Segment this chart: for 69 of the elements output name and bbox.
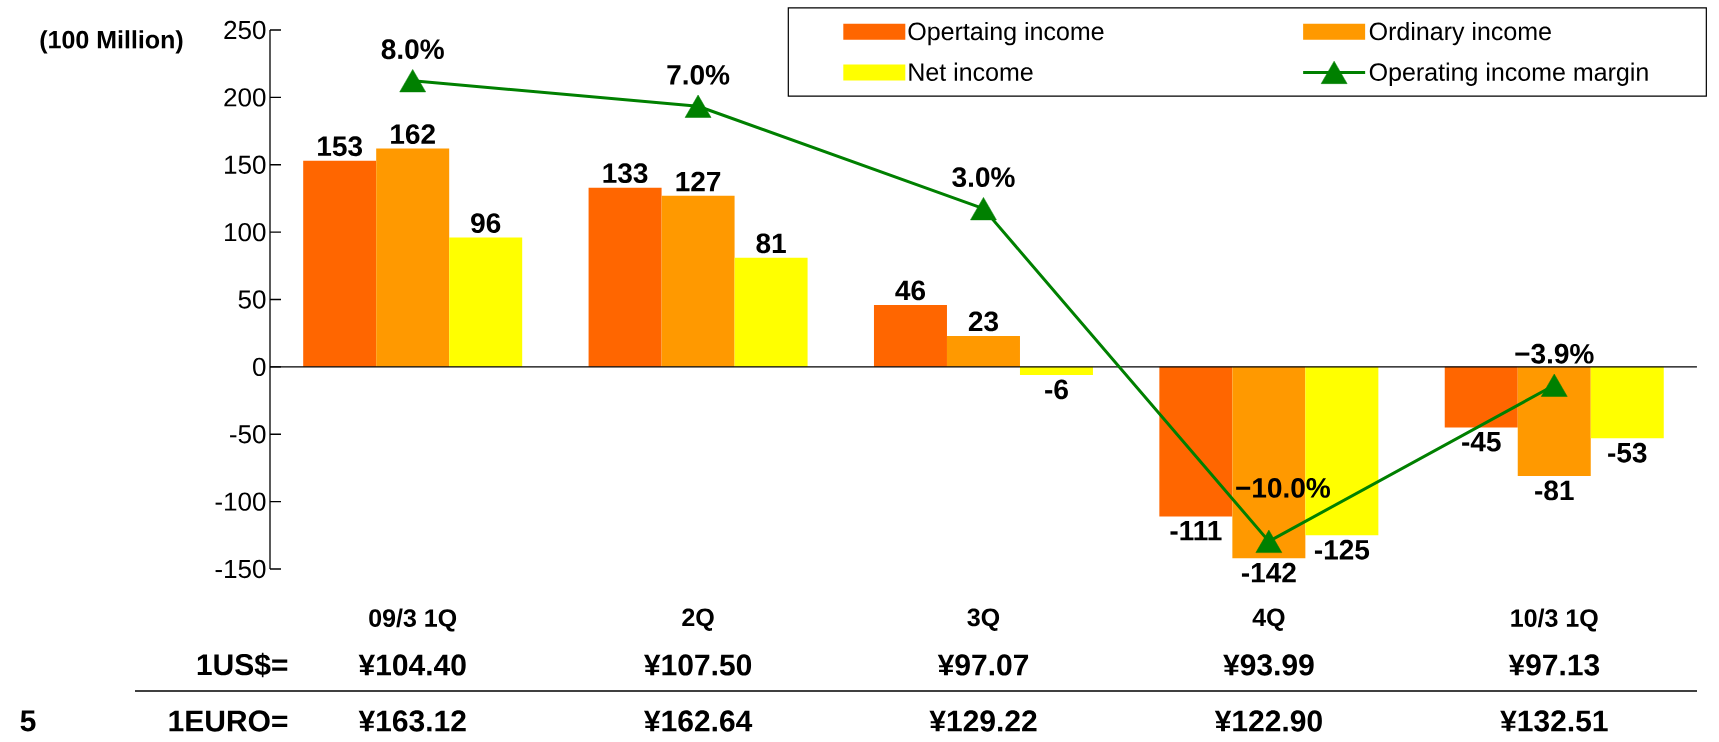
data-label: 96	[471, 213, 501, 233]
data-label: -45	[1462, 432, 1501, 452]
data-label: 23	[968, 311, 999, 332]
bar	[873, 304, 947, 367]
data-label: 162	[391, 124, 435, 145]
point	[970, 197, 997, 221]
y-tick-label: 0	[253, 357, 266, 377]
legend-label: Ordinary income	[1369, 21, 1551, 46]
bar	[303, 160, 377, 367]
point	[1255, 529, 1283, 553]
x-tick-label: 09/3 1Q	[369, 608, 457, 632]
legend-label: Operating income margin	[1369, 62, 1648, 86]
y-tick-label: 200	[224, 88, 266, 107]
data-label: 127	[676, 171, 721, 192]
data-label: -6	[1045, 379, 1068, 400]
y-tick-label: -50	[230, 425, 266, 444]
data-label: 133	[603, 163, 648, 184]
data-label: -142	[1241, 562, 1296, 583]
text: ¥107.50	[644, 654, 752, 676]
x-tick-label: 10/3 1Q	[1511, 608, 1598, 632]
y-tick-label: 100	[225, 222, 266, 242]
text: ¥129.22	[929, 710, 1037, 732]
bar	[946, 335, 1020, 367]
data-label: -81	[1535, 480, 1574, 501]
data-label: 8.0%	[381, 39, 444, 60]
bar	[588, 187, 662, 367]
data-label: −10.0%	[1236, 478, 1330, 498]
data-label: 3.0%	[952, 167, 1015, 188]
text: 5	[20, 710, 36, 732]
x-tick-label: 3Q	[967, 608, 1000, 631]
data-label: 153	[318, 136, 363, 157]
bar	[661, 195, 735, 367]
legend-label: Net income	[909, 62, 1033, 81]
y-tick-label: -150	[215, 559, 266, 579]
y-tick-label: 50	[238, 290, 266, 309]
bar	[1590, 366, 1664, 439]
point	[684, 94, 712, 118]
y-tick-label: 150	[225, 155, 266, 174]
bar	[376, 148, 450, 367]
text: 1US$=	[197, 652, 288, 678]
text: ¥162.64	[644, 710, 753, 732]
data-label: -53	[1608, 442, 1647, 463]
text: ¥163.12	[358, 710, 466, 732]
y-tick-label: -100	[215, 492, 266, 511]
data-label: -125	[1314, 539, 1370, 560]
x-tick-label: 2Q	[682, 608, 714, 631]
x-tick-label: 4Q	[1252, 608, 1285, 631]
y-axis-title: (100 Million)	[40, 30, 183, 54]
data-label: 81	[756, 233, 786, 254]
text: ¥97.07	[937, 654, 1029, 676]
text: ¥93.99	[1223, 654, 1314, 676]
bar	[1444, 366, 1518, 428]
text: 1EURO=	[169, 710, 288, 732]
data-label: −3.9%	[1515, 343, 1594, 364]
y-tick-label: 250	[224, 20, 266, 40]
bar	[734, 257, 808, 367]
text: ¥132.51	[1500, 710, 1608, 732]
text: ¥104.40	[358, 654, 466, 676]
text: ¥97.13	[1508, 654, 1600, 676]
data-label: -111	[1170, 520, 1222, 541]
text: ¥122.90	[1214, 710, 1322, 732]
bar	[449, 237, 523, 367]
data-label: 7.0%	[667, 64, 730, 85]
bar	[1159, 366, 1233, 517]
legend-label: Opertaing income	[908, 21, 1104, 46]
point	[1541, 373, 1568, 397]
point	[399, 69, 426, 93]
bar	[1517, 366, 1591, 477]
data-label: 46	[895, 280, 926, 301]
